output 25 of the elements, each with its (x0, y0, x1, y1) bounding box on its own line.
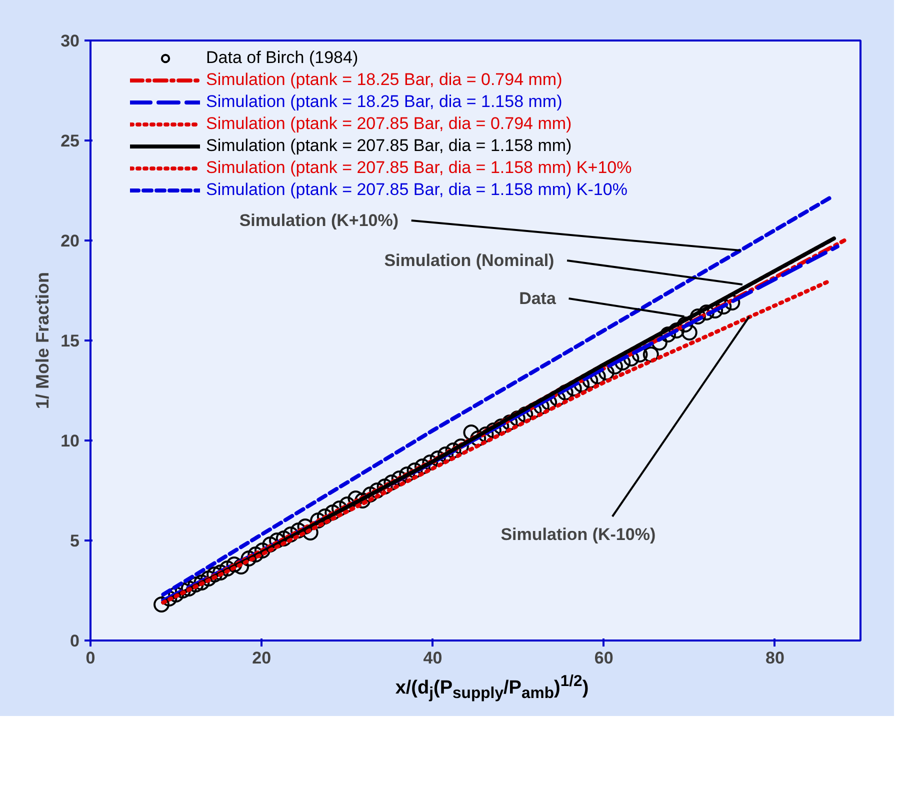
text: x/(d$_{j}$(P$_{supply}$/P$_{amb}$)$^{1/2}$) (395, 673, 589, 702)
y-tick-label: 30 (60, 32, 80, 50)
y-tick-label: 20 (60, 232, 80, 250)
x-tick-label: 40 (423, 648, 442, 668)
y-tick-label: 5 (70, 532, 80, 550)
x-tick-label: 0 (86, 648, 96, 668)
y-tick-label: 15 (60, 332, 80, 350)
annotation: Simulation (K-10%) (500, 525, 656, 544)
legend-label: Simulation (ptank = 207.85 Bar, dia = 1.158 mm) K-10% (206, 180, 628, 200)
annotation: Simulation (Nominal) (384, 251, 554, 270)
legend-label: Data of Birch (1984) (206, 48, 358, 68)
y-tick-label: 0 (70, 632, 80, 650)
y-axis-title: 1/ Mole Fraction (32, 272, 53, 410)
legend-label: Simulation (ptank = 18.25 Bar, dia = 0.794 mm) (206, 70, 562, 90)
y-tick-label: 25 (60, 132, 80, 150)
x-tick-label: 60 (594, 648, 614, 668)
legend-label: Simulation (ptank = 207.85 Bar, dia = 1.158 mm) (206, 136, 572, 156)
annotation: Data (519, 289, 556, 308)
legend-label: Simulation (ptank = 207.85 Bar, dia = 0.794 mm) (206, 114, 572, 134)
x-tick-label: 80 (765, 648, 784, 668)
x-tick-label: 20 (252, 648, 272, 668)
legend-label: Simulation (ptank = 18.25 Bar, dia = 1.158 mm) (206, 92, 562, 112)
legend-label: Simulation (ptank = 207.85 Bar, dia = 1.158 mm) K+10% (206, 158, 632, 178)
y-tick-label: 10 (60, 432, 80, 450)
annotation: Simulation (K+10%) (239, 211, 399, 230)
